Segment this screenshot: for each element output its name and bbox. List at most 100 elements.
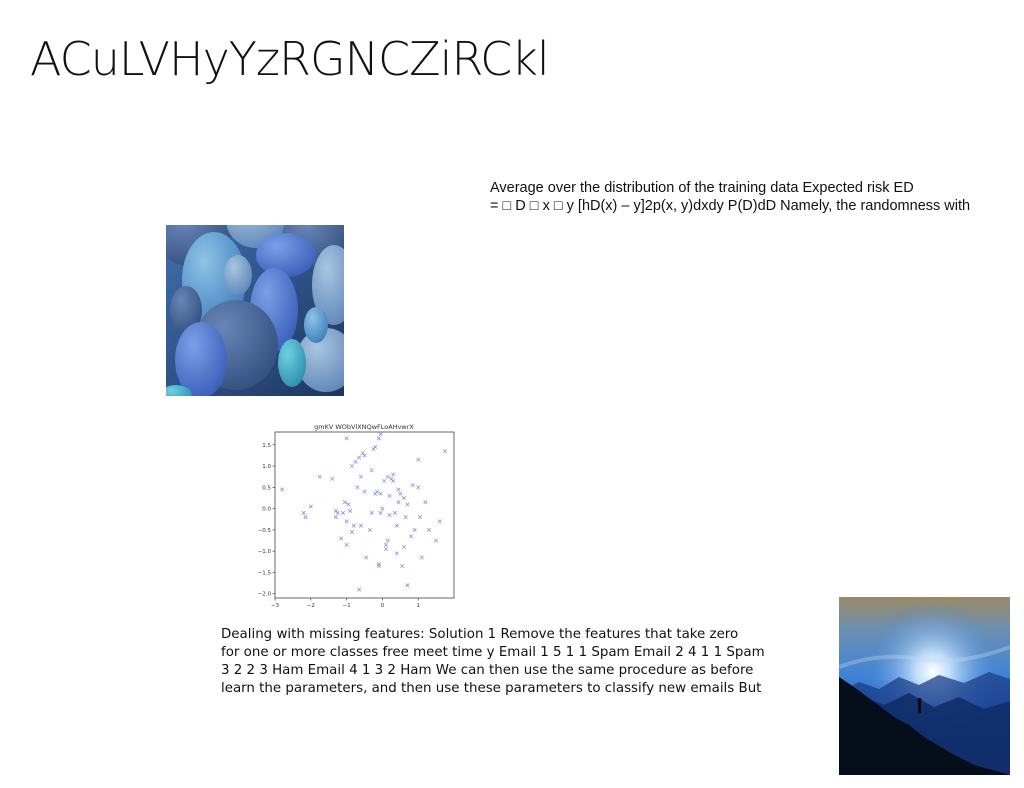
scatter-point (317, 474, 322, 479)
scatter-point (380, 506, 385, 511)
scatter-point (383, 546, 389, 552)
scatter-point (369, 510, 374, 515)
scatter-point (369, 468, 374, 473)
scatter-point (426, 527, 432, 532)
y-tick-label: −1.5 (258, 570, 272, 576)
plot-frame (274, 431, 455, 599)
scatter-point (396, 487, 401, 492)
y-tick-label: 1.0 (262, 464, 271, 470)
scatter-point (400, 563, 405, 569)
scatter-point (392, 510, 398, 515)
scatter-point (385, 538, 390, 543)
scatter-point (340, 510, 346, 515)
scatter-point (378, 510, 383, 515)
y-tick-label: 0.0 (262, 507, 271, 513)
scatter-point (383, 542, 389, 547)
scatter-point (344, 519, 349, 524)
body-line: 3 2 2 3 Ham Email 4 1 3 2 Ham We can the… (221, 663, 754, 678)
body-line: for one or more classes free meet time y… (221, 645, 765, 660)
scatter-point (330, 476, 335, 481)
scatter-point (419, 555, 424, 560)
formula-text: Average over the distribution of the tra… (490, 179, 1024, 215)
scatter-point (387, 493, 392, 498)
scatter-point (358, 523, 364, 528)
scatter-point (378, 432, 383, 437)
scatter-point (394, 551, 399, 556)
scatter-point (348, 508, 353, 513)
scatter-point (362, 489, 367, 494)
scatter-point (355, 485, 360, 490)
scatter-point (349, 529, 355, 535)
scatter-point (442, 449, 448, 454)
scatter-point (303, 515, 308, 520)
body-line: learn the parameters, and then use these… (221, 681, 762, 696)
y-tick-label: −1.0 (258, 549, 272, 555)
scatter-point (374, 489, 380, 494)
scatter-point (382, 478, 387, 484)
scatter-point (396, 500, 401, 505)
y-tick-label: −2.0 (258, 592, 272, 598)
formula-line: = □ D □ x □ y [hD(x) – y]2p(x, y)dxdy P(… (490, 198, 971, 214)
scatter-point (344, 436, 349, 441)
scatter-point (408, 534, 414, 539)
scatter-point (376, 436, 381, 441)
body-paragraph: Dealing with missing features: Solution … (221, 626, 821, 698)
scatter-point (308, 504, 313, 509)
chart-title: gmKV WObVlXNQwFLoAHvwrX (314, 423, 414, 431)
scatter-point (333, 515, 338, 520)
scatter-point (412, 527, 417, 532)
scatter-point (434, 538, 439, 543)
scatter-point (391, 478, 396, 484)
scatter-point (405, 583, 410, 588)
x-axis-ticks: −3 −2 −1 0 1 (271, 598, 420, 609)
scatter-chart: gmKV WObVlXNQwFLoAHvwrX −3 −2 −1 0 1 −2.0 −1.… (258, 423, 455, 609)
scatter-point (398, 491, 403, 496)
scatter-point (349, 463, 355, 469)
formula-line: Average over the distribution of the tra… (490, 180, 914, 196)
scatter-point (403, 515, 408, 520)
scatter-point (344, 542, 349, 547)
scatter-point (367, 527, 372, 532)
y-tick-label: 1.5 (262, 443, 271, 449)
scatter-point (357, 455, 362, 460)
scatter-point (339, 536, 344, 541)
scatter-point (364, 555, 369, 560)
mountain-sunrise-image (839, 597, 1010, 775)
scatter-point (394, 523, 399, 528)
y-axis-ticks: −2.0 −1.5 −1.0 −0.5 0.0 0.5 1.0 1.5 (258, 443, 275, 598)
blue-circles-image (166, 225, 344, 396)
scatter-point (385, 474, 390, 479)
scatter-point (335, 510, 340, 515)
scatter-point (401, 495, 406, 501)
scatter-point (387, 512, 392, 518)
scatter-points (280, 432, 448, 592)
scatter-point (357, 587, 362, 592)
scatter-point (358, 474, 364, 479)
y-tick-label: 0.5 (262, 485, 271, 491)
x-tick-label: 0 (381, 603, 385, 609)
scatter-point (423, 500, 428, 505)
scatter-point (378, 491, 383, 496)
scatter-point (280, 487, 285, 492)
scatter-point (351, 523, 356, 528)
x-tick-label: −1 (343, 603, 351, 609)
scatter-point (401, 544, 406, 550)
scatter-point (360, 451, 365, 456)
scatter-point (417, 515, 423, 520)
y-tick-label: −0.5 (258, 528, 272, 534)
scatter-point (391, 472, 396, 477)
body-line: Dealing with missing features: Solution … (221, 627, 739, 642)
scatter-point (410, 483, 415, 488)
scatter-point (371, 446, 376, 452)
scatter-point (405, 502, 410, 507)
x-tick-label: −2 (307, 603, 315, 609)
scatter-point (342, 500, 347, 505)
scatter-point (376, 563, 381, 569)
x-tick-label: −3 (271, 603, 280, 609)
slide-title: ACuLVHyYzRGNCZiRCkl (30, 32, 550, 86)
scatter-point (437, 519, 442, 524)
scatter-point (301, 510, 306, 515)
x-tick-label: 1 (416, 603, 420, 609)
scatter-point (346, 502, 351, 507)
scatter-point (353, 459, 358, 464)
